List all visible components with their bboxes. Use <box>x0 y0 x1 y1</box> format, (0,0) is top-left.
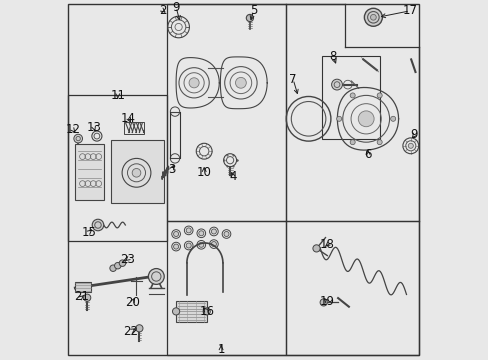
Circle shape <box>390 116 395 121</box>
Circle shape <box>312 245 320 252</box>
Circle shape <box>74 134 82 143</box>
Text: 15: 15 <box>81 226 96 239</box>
Bar <box>75 144 104 200</box>
Text: 7: 7 <box>289 73 296 86</box>
Circle shape <box>186 243 191 248</box>
Circle shape <box>203 308 210 315</box>
Text: 8: 8 <box>329 50 336 63</box>
Circle shape <box>376 93 382 98</box>
Circle shape <box>349 93 354 98</box>
Text: 9: 9 <box>172 1 180 14</box>
Circle shape <box>336 116 341 121</box>
Bar <box>285 221 418 355</box>
Circle shape <box>110 265 116 271</box>
Circle shape <box>199 231 203 236</box>
Bar <box>68 95 167 241</box>
Circle shape <box>235 77 246 88</box>
Text: 14: 14 <box>121 112 136 125</box>
Text: 9: 9 <box>410 129 417 141</box>
Text: 2: 2 <box>158 4 166 17</box>
Circle shape <box>407 143 412 148</box>
Circle shape <box>173 244 178 249</box>
Circle shape <box>370 14 375 20</box>
Text: 22: 22 <box>123 325 138 338</box>
Circle shape <box>186 228 191 233</box>
Text: 23: 23 <box>120 253 135 266</box>
Text: 20: 20 <box>124 296 140 309</box>
Text: 10: 10 <box>196 166 211 179</box>
Text: 13: 13 <box>86 121 101 134</box>
Circle shape <box>119 260 125 266</box>
Circle shape <box>320 299 326 306</box>
Text: 3: 3 <box>168 163 175 176</box>
Text: 21: 21 <box>74 291 89 303</box>
Circle shape <box>92 219 103 231</box>
Circle shape <box>148 269 164 284</box>
Circle shape <box>114 262 121 269</box>
Text: 16: 16 <box>199 305 214 318</box>
Text: 18: 18 <box>319 238 334 251</box>
Bar <box>321 56 379 139</box>
Circle shape <box>364 8 382 26</box>
Circle shape <box>246 14 253 22</box>
Circle shape <box>349 140 354 145</box>
Circle shape <box>189 78 199 88</box>
Text: 5: 5 <box>249 4 257 17</box>
Circle shape <box>173 231 178 237</box>
Bar <box>75 282 91 292</box>
Bar <box>167 221 285 355</box>
Bar <box>167 4 285 221</box>
Text: 17: 17 <box>402 4 417 17</box>
Circle shape <box>211 229 216 234</box>
Circle shape <box>83 294 91 301</box>
Text: 6: 6 <box>364 148 371 161</box>
Text: 19: 19 <box>319 295 334 308</box>
Bar <box>123 122 144 134</box>
Circle shape <box>199 242 203 247</box>
Circle shape <box>376 140 382 145</box>
Text: 12: 12 <box>65 123 80 136</box>
Circle shape <box>136 325 142 332</box>
Circle shape <box>211 242 216 247</box>
Circle shape <box>358 111 373 127</box>
Bar <box>170 112 179 158</box>
Text: 4: 4 <box>229 170 236 183</box>
Bar <box>176 301 206 322</box>
Bar <box>111 140 163 203</box>
Circle shape <box>132 168 141 177</box>
Text: 11: 11 <box>110 89 125 102</box>
Circle shape <box>224 231 228 237</box>
Text: 1: 1 <box>217 343 224 356</box>
Circle shape <box>331 79 342 90</box>
Circle shape <box>172 308 179 315</box>
